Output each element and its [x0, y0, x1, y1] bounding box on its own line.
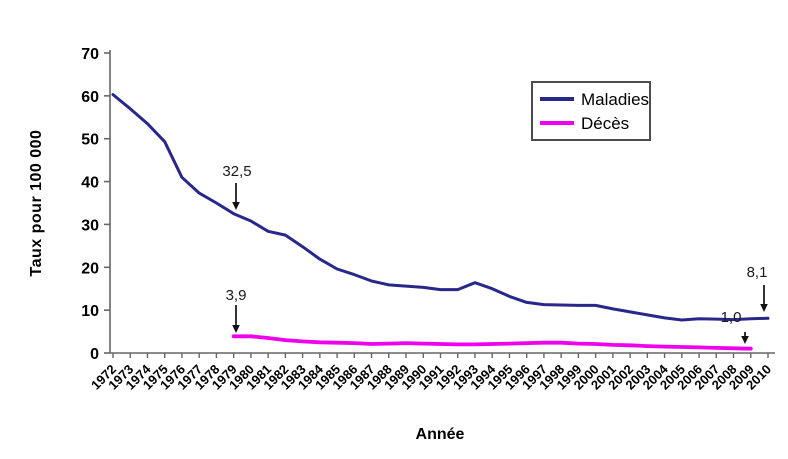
y-tick-label: 30: [81, 217, 99, 234]
annotation-arrow-head: [760, 304, 768, 312]
deces-line-swatch: [540, 121, 574, 125]
annotation-arrow-head: [232, 202, 240, 210]
y-tick-label: 10: [81, 303, 99, 320]
legend: Maladies Décès: [531, 81, 651, 141]
legend-label-maladies: Maladies: [581, 89, 650, 109]
annotation-arrow-head: [232, 325, 240, 333]
y-tick-label: 60: [81, 89, 99, 106]
y-tick-label: 50: [81, 132, 99, 149]
y-axis-title: Taux pour 100 000: [28, 129, 45, 277]
x-axis-title: Année: [415, 426, 465, 443]
annotation-label: 1,0: [721, 309, 742, 326]
series-line-maladies: [111, 93, 770, 322]
y-tick-label: 70: [81, 46, 99, 63]
maladies-line-swatch: [540, 97, 574, 101]
annotation-label: 32,5: [222, 163, 251, 180]
y-tick-label: 40: [81, 175, 99, 192]
y-tick-label: 0: [90, 346, 99, 363]
legend-item-deces: Décès: [540, 113, 642, 133]
legend-label-deces: Décès: [581, 113, 630, 133]
annotation-arrow-head: [741, 336, 749, 344]
annotation-label: 8,1: [747, 264, 768, 281]
y-tick-label: 20: [81, 260, 99, 277]
legend-item-maladies: Maladies: [540, 89, 649, 109]
annotation-label: 3,9: [226, 287, 247, 304]
series-line-deces: [231, 334, 753, 351]
